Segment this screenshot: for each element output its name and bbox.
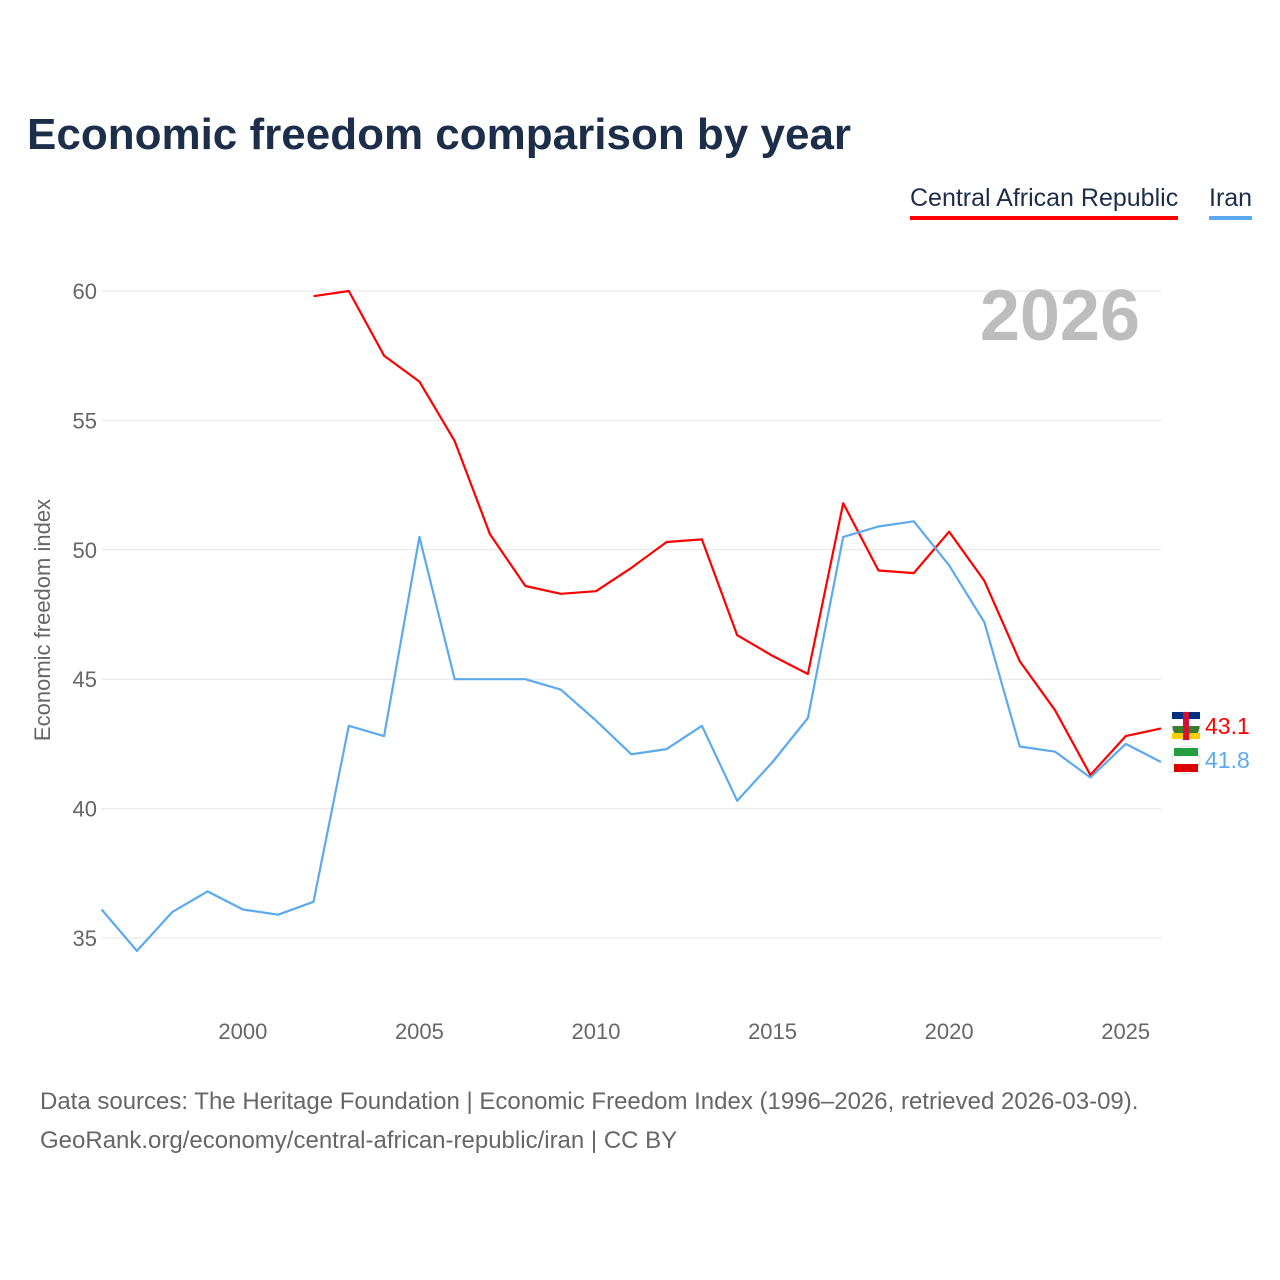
y-tick-label: 50 — [73, 538, 97, 563]
end-value-label: 41.8 — [1205, 747, 1250, 773]
x-tick-label: 2025 — [1101, 1019, 1150, 1044]
legend-central-african-republic[interactable]: Central African Republic — [910, 184, 1179, 220]
x-tick-label: 2015 — [748, 1019, 797, 1044]
chart-title: Economic freedom comparison by year — [27, 110, 852, 159]
footer-sources: Data sources: The Heritage Foundation | … — [40, 1088, 1139, 1115]
year-watermark: 2026 — [980, 276, 1140, 356]
series-line-central-african-republic — [313, 289, 1162, 777]
y-tick-label: 60 — [73, 279, 97, 304]
flag-stripe — [1174, 764, 1198, 772]
x-tick-label: 2010 — [572, 1019, 621, 1044]
flag-stripe — [1174, 748, 1198, 756]
legend-iran[interactable]: Iran — [1209, 184, 1253, 220]
y-tick-label: 40 — [73, 797, 97, 822]
y-tick-label: 35 — [73, 926, 97, 951]
flag-stripe — [1183, 712, 1189, 740]
x-tick-label: 2005 — [395, 1019, 444, 1044]
series-line-iran — [100, 520, 1162, 953]
y-axis-label: Economic freedom index — [30, 499, 55, 741]
x-tick-label: 2020 — [925, 1019, 974, 1044]
y-tick-label: 45 — [73, 667, 97, 692]
end-value-label: 43.1 — [1205, 713, 1250, 739]
footer-link[interactable]: GeoRank.org/economy/central-african-repu… — [40, 1127, 678, 1154]
y-tick-label: 55 — [73, 408, 97, 433]
x-tick-label: 2000 — [218, 1019, 267, 1044]
